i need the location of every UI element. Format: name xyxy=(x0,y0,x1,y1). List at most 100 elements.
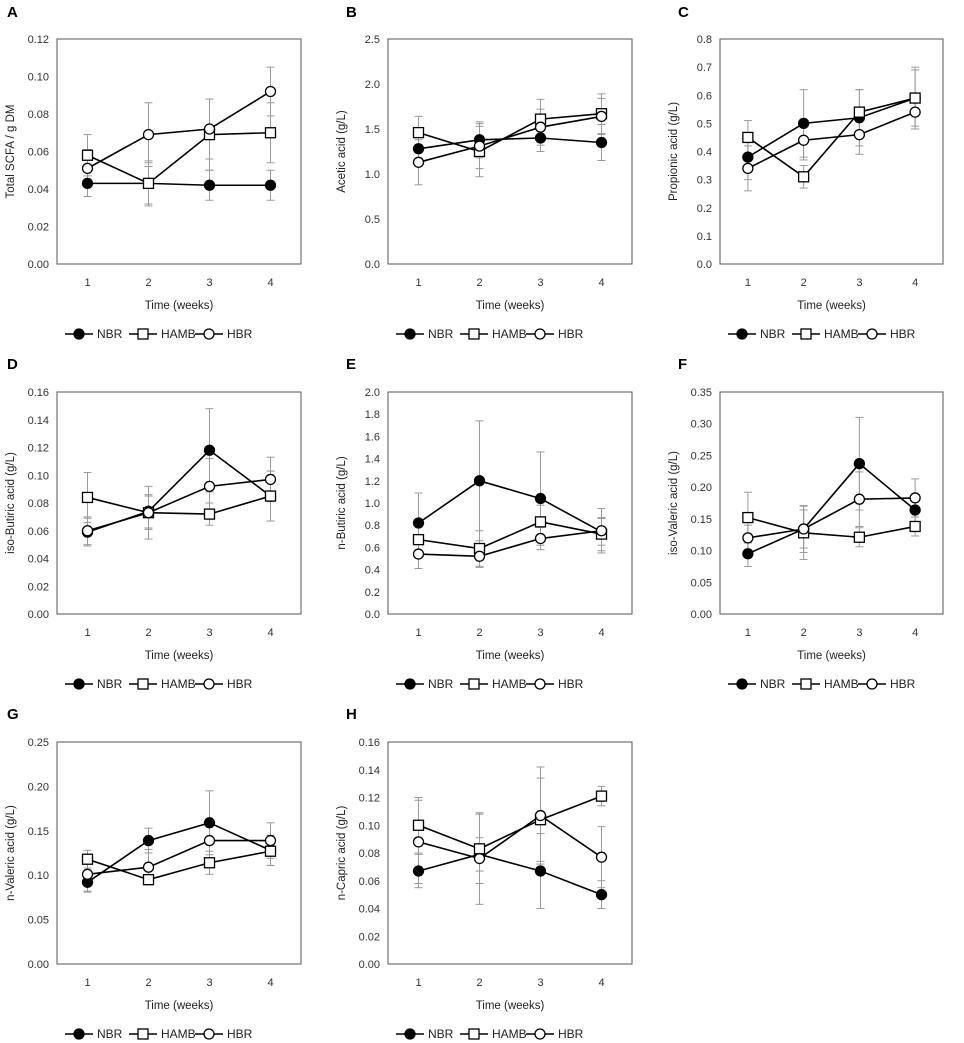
x-axis-label-d: Time (weeks) xyxy=(145,650,214,662)
x-tick-label: 1 xyxy=(84,977,90,989)
legend-label: HAMB xyxy=(492,1027,527,1041)
y-tick-label: 0.10 xyxy=(28,870,49,882)
marker-nbr-w3 xyxy=(853,458,866,470)
marker-hamb-w3 xyxy=(203,508,216,520)
y-tick-label: 0.30 xyxy=(691,419,712,431)
marker-nbr-w4 xyxy=(909,504,921,516)
legend-a: NBR HAMB HBR xyxy=(65,327,253,341)
x-axis-label-e: Time (weeks) xyxy=(476,650,545,662)
legend-label: NBR xyxy=(428,327,454,341)
series-line-hamb xyxy=(87,850,271,881)
legend-item-hbr: HBR xyxy=(858,677,916,691)
marker-hbr-w3 xyxy=(203,834,216,847)
series-line-hamb xyxy=(87,495,271,515)
y-tick-label: 2.0 xyxy=(365,79,380,91)
panel-g: G 0.00 0.05 0.10 0.15 0.20 0.25 1 2 3 4 Time (weeks… xyxy=(5,706,302,1041)
marker-hbr-w2 xyxy=(473,852,486,865)
y-tick-label: 0.2 xyxy=(697,203,712,215)
x-tick-label: 3 xyxy=(537,627,543,639)
y-tick-label: 0.7 xyxy=(697,62,712,74)
legend-item-hamb: HAMB xyxy=(129,327,196,341)
legend-label: NBR xyxy=(97,327,123,341)
plot-area-c xyxy=(719,38,944,265)
marker-nbr-w3 xyxy=(203,444,216,456)
y-axis-label-f: iso-Valeric acid (g/L) xyxy=(668,451,680,555)
x-tick-label: 4 xyxy=(267,627,273,639)
panel-letter-b: B xyxy=(346,4,357,21)
legend-label: HBR xyxy=(227,327,253,341)
legend-marker xyxy=(866,678,878,690)
marker-hbr-w3 xyxy=(203,480,216,493)
marker-hbr-w4 xyxy=(264,85,277,98)
panel-f: F 0.00 0.05 0.10 0.15 0.20 0.25 0.30 0.35 1 2 3 4 Tim… xyxy=(668,356,944,691)
x-axis-label-c: Time (weeks) xyxy=(797,300,866,312)
plot-area-g xyxy=(56,741,302,965)
marker-hbr-w2 xyxy=(473,140,486,152)
marker-nbr-w2 xyxy=(473,475,486,487)
legend-marker xyxy=(534,1028,546,1040)
legend-item-nbr: NBR xyxy=(65,677,123,691)
series-line-hamb xyxy=(747,97,916,178)
legend-label: HBR xyxy=(227,1027,253,1041)
marker-hbr-w2 xyxy=(797,134,810,146)
legend-label: HBR xyxy=(558,677,584,691)
panel-a: A 0.00 0.02 0.04 0.06 0.08 0.10 0.12 1 2 3 4 Time (w… xyxy=(5,4,302,341)
marker-hbr-w1 xyxy=(81,525,94,537)
legend-item-hbr: HBR xyxy=(195,677,253,691)
y-tick-label: 0.5 xyxy=(365,214,380,226)
marker-nbr-w1 xyxy=(412,865,425,877)
marker-nbr-w3 xyxy=(534,132,547,144)
legend-label: HAMB xyxy=(161,327,196,341)
y-tick-label: 0.00 xyxy=(28,259,49,271)
legend-label: HAMB xyxy=(161,1027,196,1041)
y-tick-label: 1.4 xyxy=(365,454,380,466)
marker-hamb-w1 xyxy=(81,853,94,865)
marker-hbr-w4 xyxy=(595,851,608,863)
x-tick-label: 3 xyxy=(206,977,212,989)
marker-hamb-w3 xyxy=(853,106,866,118)
y-tick-label: 0.04 xyxy=(28,184,49,196)
series-line-nbr xyxy=(418,137,602,150)
marker-hbr-w4 xyxy=(595,110,608,123)
marker-hbr-w1 xyxy=(81,868,94,880)
legend-label: HBR xyxy=(558,1027,584,1041)
y-tick-label: 1.2 xyxy=(365,476,380,488)
legend-marker xyxy=(404,1028,416,1040)
marker-hbr-w3 xyxy=(853,128,866,141)
y-tick-label: 0.6 xyxy=(365,542,380,554)
legend-marker xyxy=(203,1028,215,1040)
y-tick-label: 0.3 xyxy=(697,175,712,187)
marker-hamb-w3 xyxy=(853,531,866,543)
y-tick-label: 2.5 xyxy=(365,34,380,46)
panel-d: D 0.00 0.02 0.04 0.06 0.08 0.10 0.12 0.14 0.16 1 2 3… xyxy=(5,356,302,691)
plot-area-a xyxy=(56,38,302,265)
y-tick-label: 0.00 xyxy=(691,609,712,621)
x-tick-label: 4 xyxy=(267,277,273,289)
y-tick-label: 1.6 xyxy=(365,431,380,443)
legend-label: HAMB xyxy=(492,327,527,341)
marker-hbr-w1 xyxy=(412,156,425,168)
x-tick-label: 3 xyxy=(537,277,543,289)
y-tick-label: 1.8 xyxy=(365,409,380,421)
legend-marker xyxy=(534,328,546,340)
y-tick-label: 0.16 xyxy=(359,737,380,749)
marker-nbr-w1 xyxy=(412,143,425,155)
legend-d: NBR HAMB HBR xyxy=(65,677,253,691)
x-axis-label-g: Time (weeks) xyxy=(145,1000,214,1012)
y-tick-label: 0.05 xyxy=(691,577,712,589)
marker-hbr-w3 xyxy=(534,532,547,545)
series-line-nbr xyxy=(87,821,271,883)
x-tick-label: 3 xyxy=(537,977,543,989)
legend-label: HAMB xyxy=(824,677,859,691)
marker-hbr-w4 xyxy=(264,473,277,486)
x-tick-label: 1 xyxy=(84,277,90,289)
legend-h: NBR HAMB HBR xyxy=(396,1027,584,1041)
y-tick-label: 0.12 xyxy=(28,443,49,455)
y-tick-label: 0.35 xyxy=(691,387,712,399)
legend-marker xyxy=(73,678,85,690)
legend-marker xyxy=(468,328,480,340)
y-tick-label: 0.14 xyxy=(28,415,49,427)
legend-item-hbr: HBR xyxy=(526,1027,584,1041)
y-axis-label-b: Acetic acid (g/L) xyxy=(336,110,348,193)
y-tick-label: 1.5 xyxy=(365,124,380,136)
